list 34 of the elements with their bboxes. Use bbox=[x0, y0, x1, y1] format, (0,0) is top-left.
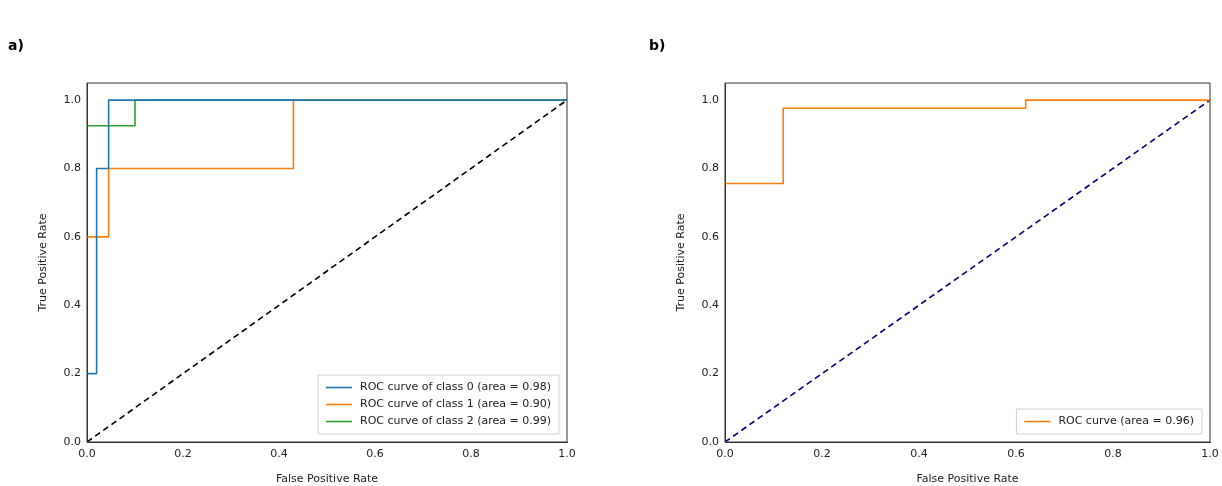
y-tick-label: 1.0 bbox=[63, 92, 81, 106]
x-tick-label: 0.0 bbox=[78, 447, 96, 461]
y-axis-title: True Positive Rate bbox=[36, 213, 50, 313]
x-axis-title: False Positive Rate bbox=[916, 472, 1019, 486]
x-tick-label: 0.6 bbox=[1007, 447, 1025, 461]
y-tick-label: 0.2 bbox=[63, 366, 81, 380]
y-tick-label: 0.4 bbox=[63, 298, 81, 312]
y-tick-label: 0.6 bbox=[701, 229, 719, 243]
x-tick-label: 0.8 bbox=[462, 447, 480, 461]
y-tick-label: 0.0 bbox=[63, 434, 81, 448]
y-tick-label: 0.2 bbox=[701, 366, 719, 380]
y-tick-label: 0.8 bbox=[701, 161, 719, 175]
legend-label: ROC curve of class 1 (area = 0.90) bbox=[359, 397, 552, 411]
text: a) bbox=[8, 37, 24, 53]
text: b) bbox=[649, 37, 666, 53]
x-tick-label: 0.2 bbox=[813, 447, 831, 461]
y-tick-label: 0.4 bbox=[701, 298, 719, 312]
x-tick-label: 0.2 bbox=[174, 447, 192, 461]
x-tick-label: 0.4 bbox=[910, 447, 928, 461]
x-tick-label: 0.4 bbox=[270, 447, 288, 461]
x-tick-label: 0.8 bbox=[1104, 447, 1122, 461]
legend-label: ROC curve of class 2 (area = 0.99) bbox=[359, 414, 552, 428]
x-axis-title: False Positive Rate bbox=[275, 472, 379, 486]
legend-label: ROC curve of class 0 (area = 0.98) bbox=[359, 380, 552, 394]
y-tick-label: 0.6 bbox=[63, 229, 81, 243]
x-tick-label: 1.0 bbox=[558, 447, 576, 461]
y-axis-title: True Positive Rate bbox=[674, 213, 688, 313]
y-tick-label: 0.0 bbox=[701, 434, 719, 448]
x-tick-label: 0.6 bbox=[366, 447, 384, 461]
x-tick-label: 1.0 bbox=[1201, 447, 1219, 461]
y-tick-label: 1.0 bbox=[701, 92, 719, 106]
x-tick-label: 0.0 bbox=[716, 447, 734, 461]
y-tick-label: 0.8 bbox=[63, 161, 81, 175]
legend-label: ROC curve (area = 0.96) bbox=[1058, 414, 1194, 428]
